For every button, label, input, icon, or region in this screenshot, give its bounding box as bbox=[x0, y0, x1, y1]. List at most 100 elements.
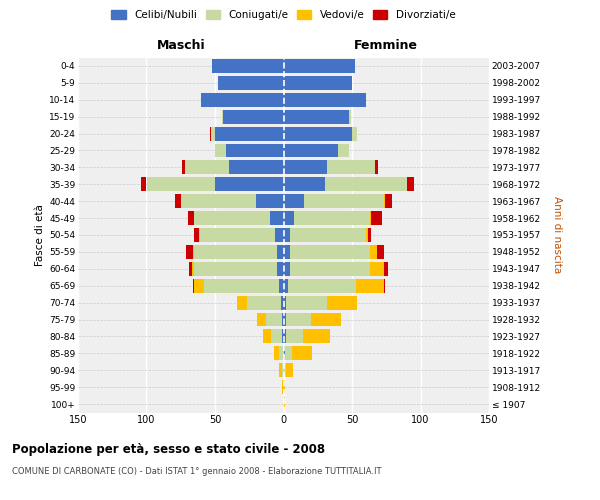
Bar bbox=[257, 312, 266, 326]
Bar bbox=[211, 126, 215, 140]
Bar bbox=[229, 160, 284, 174]
Bar bbox=[370, 262, 383, 276]
Text: COMUNE DI CARBONATE (CO) - Dati ISTAT 1° gennaio 2008 - Elaborazione TUTTITALIA.: COMUNE DI CARBONATE (CO) - Dati ISTAT 1°… bbox=[12, 468, 382, 476]
Bar bbox=[280, 346, 284, 360]
Bar bbox=[193, 279, 194, 292]
Bar bbox=[141, 178, 146, 191]
Bar bbox=[212, 59, 284, 73]
Bar bbox=[281, 296, 284, 310]
Bar bbox=[286, 364, 293, 377]
Y-axis label: Anni di nascita: Anni di nascita bbox=[552, 196, 562, 274]
Bar bbox=[186, 245, 193, 259]
Bar bbox=[193, 245, 194, 259]
Bar bbox=[292, 346, 312, 360]
Bar bbox=[284, 330, 286, 344]
Bar bbox=[280, 364, 282, 377]
Bar bbox=[192, 262, 194, 276]
Bar bbox=[284, 364, 286, 377]
Bar bbox=[302, 330, 330, 344]
Bar bbox=[194, 228, 199, 242]
Bar bbox=[226, 144, 284, 158]
Bar bbox=[282, 364, 284, 377]
Bar bbox=[325, 178, 407, 191]
Bar bbox=[237, 296, 247, 310]
Bar bbox=[194, 245, 277, 259]
Bar bbox=[175, 194, 181, 208]
Bar bbox=[277, 245, 284, 259]
Bar bbox=[284, 178, 325, 191]
Bar bbox=[284, 279, 287, 292]
Bar bbox=[284, 312, 286, 326]
Bar bbox=[200, 228, 275, 242]
Bar bbox=[284, 194, 304, 208]
Bar bbox=[256, 194, 284, 208]
Bar bbox=[284, 245, 290, 259]
Bar bbox=[263, 330, 271, 344]
Text: Femmine: Femmine bbox=[354, 39, 418, 52]
Bar bbox=[182, 160, 185, 174]
Bar bbox=[349, 110, 350, 124]
Bar bbox=[275, 228, 284, 242]
Bar bbox=[383, 262, 388, 276]
Bar bbox=[371, 211, 382, 225]
Bar bbox=[284, 110, 349, 124]
Bar bbox=[328, 160, 375, 174]
Bar bbox=[284, 59, 355, 73]
Y-axis label: Fasce di età: Fasce di età bbox=[35, 204, 45, 266]
Bar bbox=[407, 178, 413, 191]
Bar bbox=[270, 211, 284, 225]
Bar bbox=[338, 144, 349, 158]
Bar bbox=[385, 194, 392, 208]
Bar bbox=[370, 211, 371, 225]
Bar bbox=[199, 228, 200, 242]
Bar bbox=[356, 279, 383, 292]
Bar bbox=[295, 211, 370, 225]
Bar bbox=[352, 126, 358, 140]
Bar bbox=[194, 211, 270, 225]
Bar bbox=[284, 211, 295, 225]
Bar bbox=[282, 330, 284, 344]
Bar bbox=[247, 296, 281, 310]
Bar bbox=[284, 346, 285, 360]
Bar bbox=[188, 211, 194, 225]
Bar bbox=[194, 279, 204, 292]
Bar bbox=[284, 126, 352, 140]
Bar bbox=[290, 228, 366, 242]
Bar bbox=[282, 312, 284, 326]
Bar bbox=[284, 380, 285, 394]
Bar bbox=[377, 245, 383, 259]
Bar bbox=[218, 76, 284, 90]
Bar bbox=[194, 262, 277, 276]
Bar bbox=[284, 262, 290, 276]
Bar bbox=[286, 330, 302, 344]
Bar bbox=[271, 330, 282, 344]
Bar bbox=[202, 93, 284, 106]
Bar bbox=[222, 110, 223, 124]
Bar bbox=[189, 262, 192, 276]
Bar bbox=[287, 279, 356, 292]
Bar bbox=[368, 228, 371, 242]
Bar bbox=[284, 160, 328, 174]
Bar bbox=[286, 296, 328, 310]
Bar bbox=[370, 245, 377, 259]
Bar bbox=[282, 380, 284, 394]
Bar bbox=[286, 312, 311, 326]
Bar bbox=[215, 144, 226, 158]
Bar bbox=[284, 144, 338, 158]
Bar bbox=[280, 279, 284, 292]
Bar bbox=[366, 228, 368, 242]
Bar bbox=[223, 110, 284, 124]
Bar bbox=[274, 346, 280, 360]
Bar bbox=[328, 296, 358, 310]
Bar bbox=[146, 178, 215, 191]
Bar bbox=[284, 397, 285, 411]
Bar bbox=[215, 178, 284, 191]
Bar bbox=[266, 312, 282, 326]
Bar bbox=[304, 194, 383, 208]
Bar bbox=[284, 296, 286, 310]
Text: Popolazione per età, sesso e stato civile - 2008: Popolazione per età, sesso e stato civil… bbox=[12, 442, 325, 456]
Bar bbox=[311, 312, 341, 326]
Bar bbox=[181, 194, 256, 208]
Bar bbox=[290, 245, 370, 259]
Bar bbox=[204, 279, 280, 292]
